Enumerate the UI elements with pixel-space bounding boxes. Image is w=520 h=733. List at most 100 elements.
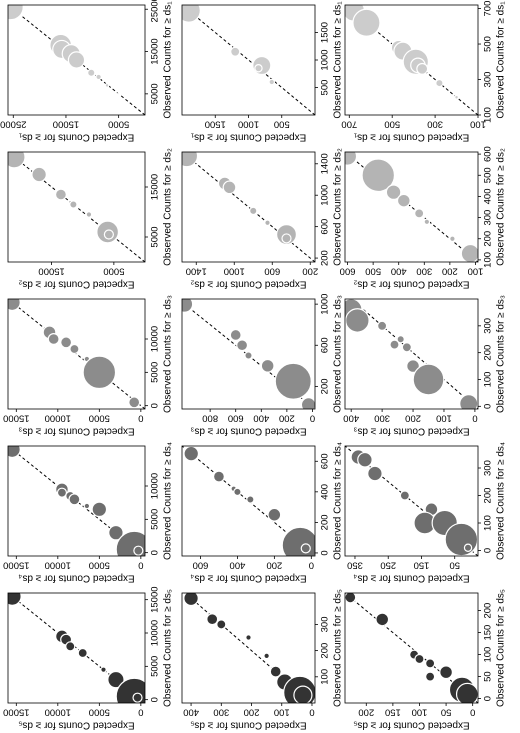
y-tick-label: 700 [341, 118, 357, 129]
x-axis-label: Observed Counts for ≥ ds₅ [163, 589, 174, 707]
y-tick-label: 0 [472, 412, 477, 423]
x-tick-label: 5000 [150, 509, 161, 530]
bubble [300, 397, 315, 409]
bubble [69, 200, 78, 209]
bubble [245, 634, 252, 641]
x-tick-label: 1000 [320, 294, 331, 315]
bubble [361, 158, 396, 193]
y-tick-label: 400 [343, 412, 359, 423]
bubble [68, 493, 81, 506]
panel: 0 100 200 300 0 100 200 300 400 Observed Counts f… [343, 295, 506, 436]
diagonal [8, 152, 145, 262]
bubble [95, 73, 102, 81]
bubble [83, 502, 91, 510]
x-tick-label: 100 [483, 515, 494, 531]
y-tick-label: 400 [253, 412, 269, 423]
x-axis-label: Observed Counts for ≥ ds₃ [163, 295, 174, 413]
bubble [60, 336, 73, 349]
panel: 200 600 1000 0 200 400 600 800 Observed Counts f… [181, 294, 344, 436]
bubble [103, 229, 114, 240]
plot-area [8, 299, 145, 409]
y-tick-label: 1000 [238, 118, 259, 129]
y-tick-label: 500 [274, 118, 290, 129]
x-tick-label: 15000 [150, 586, 161, 612]
bubble [8, 446, 21, 459]
y-axis-label: Expected Counts for ≥ ds₄ [353, 572, 469, 583]
bubble [385, 184, 402, 200]
y-tick-label: 500 [365, 265, 381, 276]
y-tick-label: 1000 [224, 265, 245, 276]
plot-area [182, 5, 315, 115]
plot-area [182, 299, 315, 409]
bubble [8, 299, 21, 312]
y-axis-label: Expected Counts for ≥ ds₂ [353, 278, 469, 289]
bubble [56, 487, 68, 498]
y-axis-label: Expected Counts for ≥ ds₃ [18, 425, 134, 436]
plot-area [345, 5, 478, 115]
bubble [182, 299, 194, 313]
panel: 100 200 300 0 100 200 300 400 Observed Counts fo… [181, 589, 344, 730]
y-tick-label: 200 [302, 265, 318, 276]
bubble [87, 68, 96, 77]
y-axis-label: Expected Counts for ≥ ds₅ [18, 719, 134, 730]
bubble [244, 351, 253, 360]
bubble [91, 501, 108, 518]
bubble [67, 51, 86, 69]
y-tick-label: 100 [470, 118, 486, 129]
x-tick-label: 1000 [320, 185, 331, 206]
x-tick-label: 600 [483, 146, 494, 162]
y-tick-label: 400 [183, 706, 199, 717]
plot-area [8, 446, 145, 556]
plot-frame [7, 4, 146, 116]
bubble [31, 166, 47, 183]
bubble [399, 490, 410, 501]
x-tick-label: 100 [483, 647, 494, 663]
y-axis-label: Expected Counts for ≥ ds₁ [18, 131, 134, 142]
y-tick-label: 300 [213, 706, 229, 717]
y-axis-label: Expected Counts for ≥ ds₄ [190, 572, 306, 583]
bubble [425, 658, 436, 669]
bubble [216, 619, 227, 630]
y-tick-label: 5000 [89, 706, 110, 717]
x-axis-label: Observed Counts for ≥ ds₄ [163, 442, 174, 560]
bubble [222, 180, 237, 195]
y-tick-label: 150 [414, 559, 430, 570]
x-tick-label: 300 [483, 460, 494, 476]
bubble [65, 641, 76, 652]
plot-frame [344, 298, 479, 410]
y-tick-label: 350 [347, 559, 363, 570]
bubble [444, 522, 478, 556]
y-tick-label: 15000 [38, 265, 64, 276]
x-axis-label: Observed Counts for ≥ ds₄ [333, 442, 344, 560]
y-tick-label: 5000 [103, 265, 124, 276]
diagonal [182, 5, 315, 115]
plot-frame [7, 151, 146, 263]
y-axis-label: Expected Counts for ≥ ds₄ [18, 572, 134, 583]
x-axis-label: Observed Counts for ≥ ds₅ [333, 589, 344, 707]
x-tick-label: 5000 [150, 362, 161, 383]
bubble [416, 62, 429, 75]
y-tick-label: 10000 [45, 412, 71, 423]
x-tick-label: 0 [483, 548, 494, 553]
y-tick-label: 800 [202, 412, 218, 423]
bubble [268, 78, 276, 86]
plot-area [345, 593, 478, 703]
bubble [233, 487, 242, 497]
x-tick-label: 25000 [150, 0, 161, 22]
x-tick-label: 100 [483, 107, 494, 123]
x-tick-label: 700 [483, 1, 494, 17]
y-tick-label: 0 [138, 412, 143, 423]
y-tick-label: 0 [309, 559, 314, 570]
y-tick-label: 300 [416, 265, 432, 276]
plot-frame [181, 151, 316, 263]
x-axis-label: Observed Counts for ≥ ds₃ [333, 295, 344, 413]
x-tick-label: 0 [150, 550, 161, 555]
x-tick-label: 200 [483, 488, 494, 504]
bubble [212, 470, 225, 483]
x-axis-label: Observed Counts for ≥ ds₂ [496, 148, 507, 266]
x-tick-label: 500 [483, 36, 494, 52]
y-tick-label: 200 [442, 265, 458, 276]
